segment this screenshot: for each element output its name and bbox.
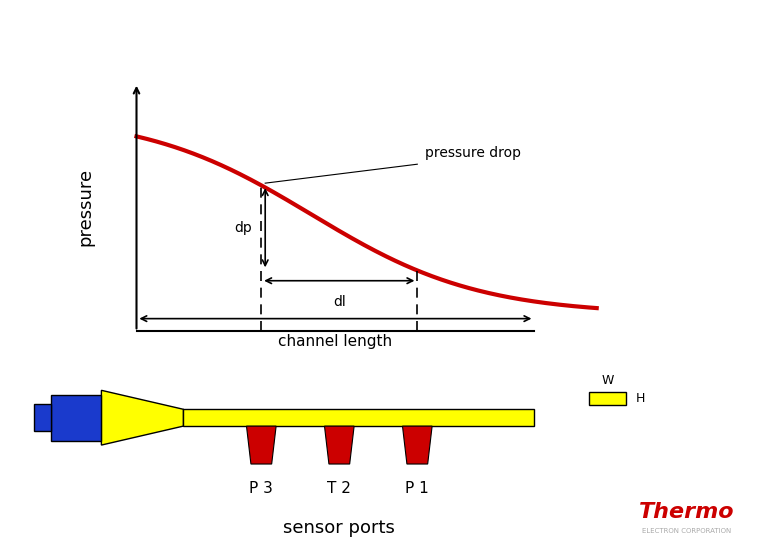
Polygon shape [324, 426, 354, 464]
Text: P 3: P 3 [250, 481, 273, 496]
Text: sensor ports: sensor ports [283, 519, 395, 537]
Text: dp: dp [235, 221, 252, 235]
Text: channel length: channel length [278, 334, 392, 349]
Polygon shape [402, 426, 432, 464]
Text: W: W [601, 374, 614, 387]
Text: Thermo: Thermo [639, 502, 734, 522]
Bar [51, 395, 101, 441]
Text: ELECTRON CORPORATION: ELECTRON CORPORATION [642, 528, 731, 534]
Text: pressure drop: pressure drop [425, 146, 521, 160]
Text: T 2: T 2 [328, 481, 351, 496]
Text: Material Characterization: Material Characterization [108, 508, 328, 523]
Text: P 1: P 1 [406, 481, 429, 496]
Bar [34, 404, 51, 431]
Text: dl: dl [333, 295, 346, 309]
Text: channel: channel [282, 21, 413, 50]
Text: Rheological backflow: Rheological backflow [0, 21, 278, 50]
Text: H: H [636, 392, 645, 405]
Bar [589, 392, 626, 405]
Polygon shape [101, 390, 183, 445]
Text: pressure: pressure [76, 168, 95, 246]
Bar [183, 409, 534, 426]
Polygon shape [246, 426, 276, 464]
